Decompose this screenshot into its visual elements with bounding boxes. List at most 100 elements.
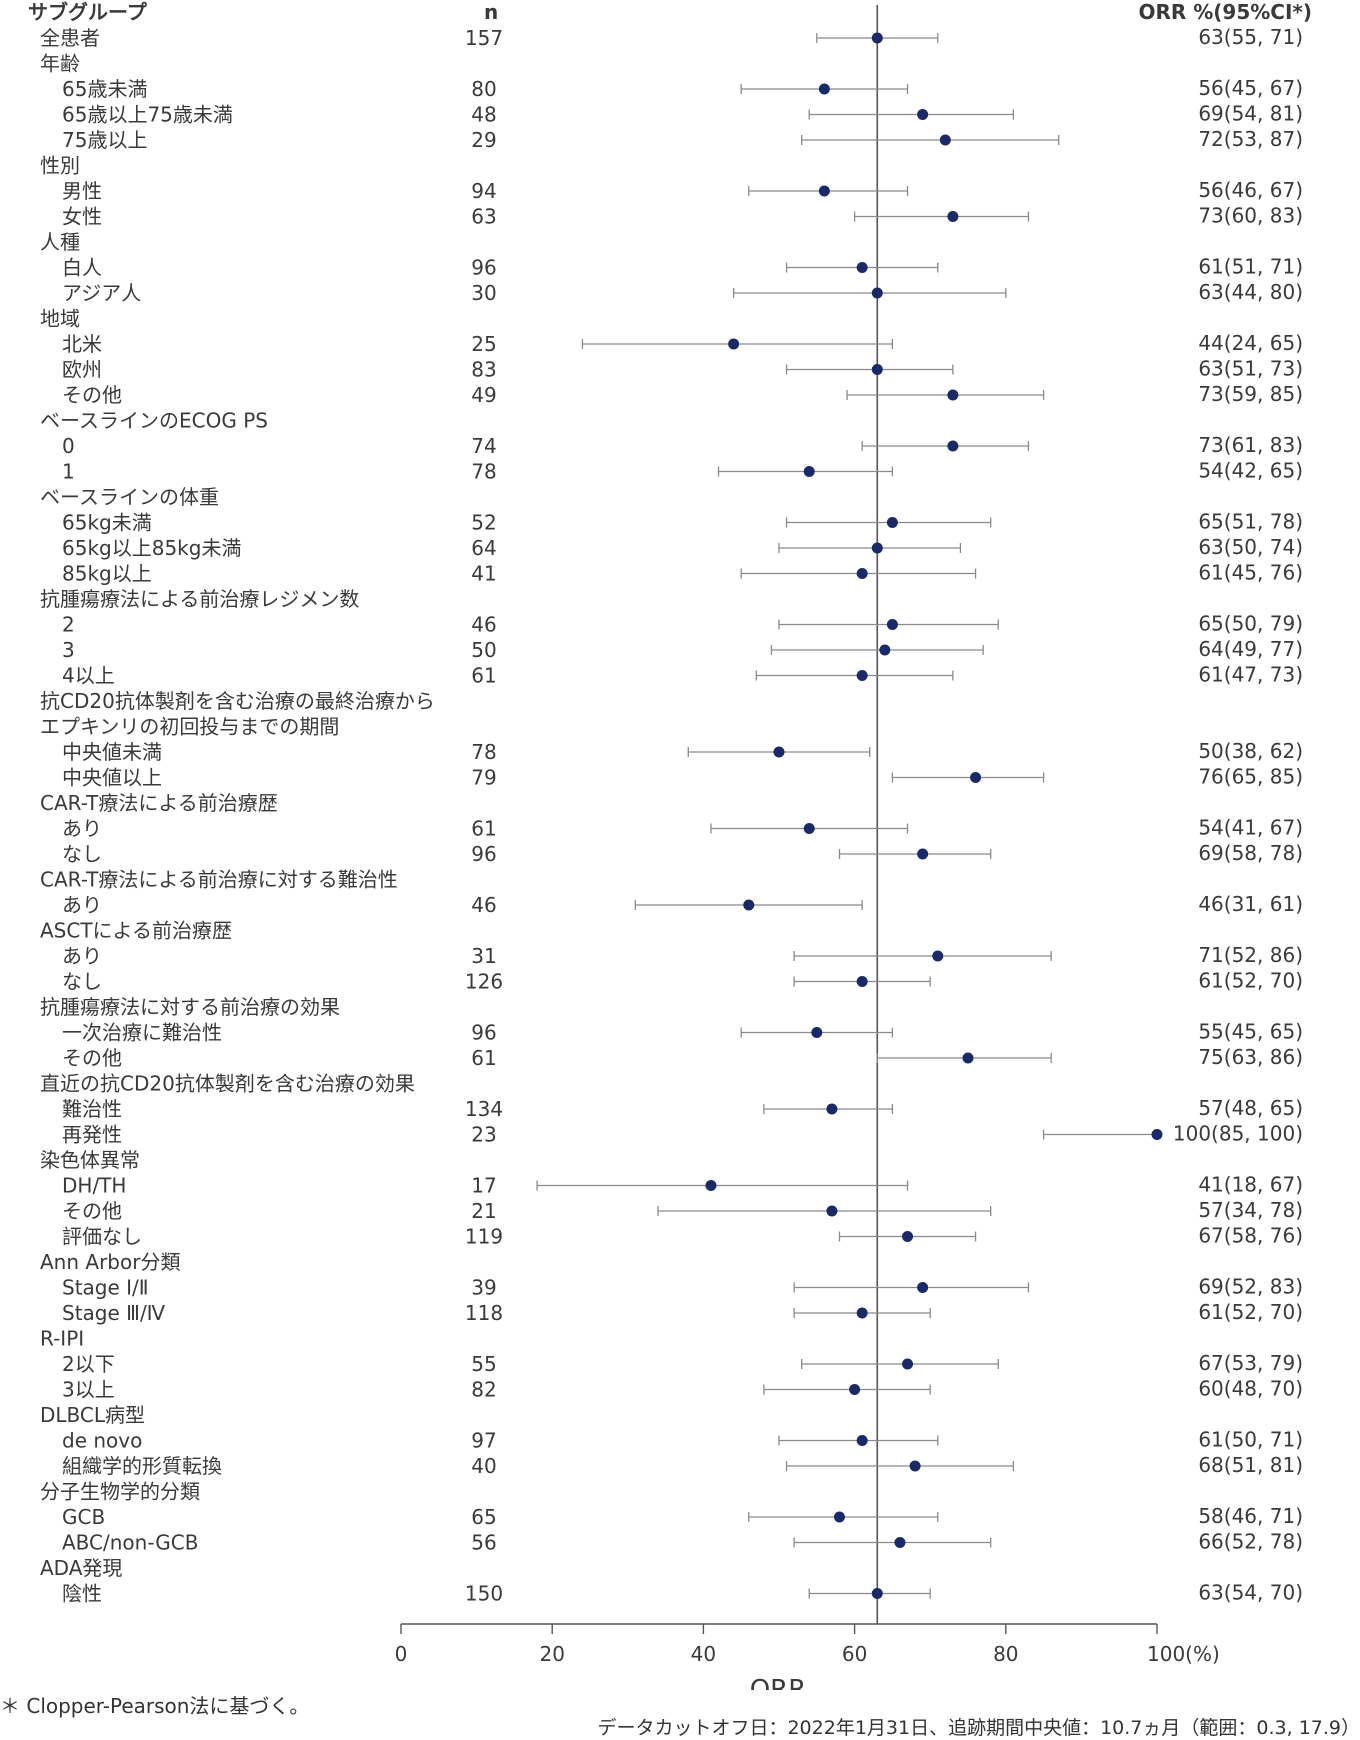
row-label: 4以上 xyxy=(62,664,115,688)
row-estimate: 54(41, 67) xyxy=(1198,816,1303,840)
row-n: 94 xyxy=(471,179,496,203)
row-estimate: 76(65, 85) xyxy=(1198,765,1303,789)
row-estimate: 100(85, 100) xyxy=(1173,1122,1303,1146)
header-subgroup: サブグループ xyxy=(28,0,148,24)
row-estimate: 72(53, 87) xyxy=(1198,127,1303,151)
row-label: GCB xyxy=(62,1505,105,1529)
header-estimate: ORR %(95%CI*) xyxy=(1138,0,1312,24)
row-estimate: 54(42, 65) xyxy=(1198,459,1303,483)
row-estimate: 61(52, 70) xyxy=(1198,1300,1303,1324)
orr-point xyxy=(826,1103,838,1115)
orr-point xyxy=(917,1282,929,1293)
orr-point xyxy=(856,976,868,987)
row-estimate: 57(34, 78) xyxy=(1198,1198,1303,1222)
row-n: 96 xyxy=(471,842,496,866)
orr-point xyxy=(879,644,891,656)
row-estimate: 60(48, 70) xyxy=(1198,1377,1303,1401)
row-estimate: 63(55, 71) xyxy=(1198,25,1303,49)
row-label: 評価なし xyxy=(62,1225,142,1249)
row-n: 48 xyxy=(471,103,496,127)
row-n: 61 xyxy=(471,664,496,688)
row-label: あり xyxy=(62,944,102,968)
row-estimate: 50(38, 62) xyxy=(1198,739,1303,763)
row-label: 65kg以上85kg未満 xyxy=(62,536,241,560)
row-label: 人種 xyxy=(40,230,80,254)
row-label: 65歳以上75歳未満 xyxy=(62,103,233,127)
orr-point xyxy=(871,32,883,44)
x-tick-label: 20 xyxy=(539,1642,564,1666)
row-n: 83 xyxy=(471,358,496,382)
x-tick-label: 100(%) xyxy=(1147,1642,1220,1666)
row-label: ABC/non-GCB xyxy=(62,1531,198,1555)
row-label: 75歳以上 xyxy=(62,128,147,152)
orr-point xyxy=(947,440,959,452)
orr-point xyxy=(856,1435,868,1446)
row-label: 65kg未満 xyxy=(62,511,152,535)
row-label: 0 xyxy=(62,434,75,458)
orr-point xyxy=(818,185,830,197)
row-n: 56 xyxy=(471,1531,496,1555)
row-label: 女性 xyxy=(62,205,102,229)
row-label: 欧州 xyxy=(62,358,102,382)
row-n: 61 xyxy=(471,1046,496,1070)
row-n: 78 xyxy=(471,740,496,764)
row-estimate: 61(51, 71) xyxy=(1198,255,1303,279)
row-label: 抗腫瘍療法による前治療レジメン数 xyxy=(40,587,359,611)
row-label: なし xyxy=(62,970,102,994)
orr-point xyxy=(856,1307,868,1319)
row-label: 分子生物学的分類 xyxy=(40,1480,200,1504)
row-label: その他 xyxy=(62,383,122,407)
row-estimate: 63(44, 80) xyxy=(1198,280,1303,304)
x-tick-label: 0 xyxy=(395,1642,408,1666)
orr-point xyxy=(856,670,868,681)
header-n: n xyxy=(484,0,498,24)
row-n: 82 xyxy=(471,1378,496,1402)
row-estimate: 66(52, 78) xyxy=(1198,1530,1303,1554)
row-label: Stage Ⅲ/Ⅳ xyxy=(62,1301,166,1325)
row-estimate: 69(54, 81) xyxy=(1198,102,1303,126)
row-label: 一次治療に難治性 xyxy=(62,1021,222,1045)
row-n: 96 xyxy=(471,1021,496,1045)
orr-point xyxy=(871,364,883,375)
row-n: 41 xyxy=(471,562,496,586)
x-tick-label: 60 xyxy=(842,1642,867,1666)
row-estimate: 73(61, 83) xyxy=(1198,433,1303,457)
row-n: 30 xyxy=(471,281,496,305)
row-label: 直近の抗CD20抗体製剤を含む治療の効果 xyxy=(40,1072,415,1096)
row-label: 2 xyxy=(62,613,75,637)
footnote: ＊ Clopper-Pearson法に基づく。 xyxy=(0,1694,310,1718)
row-n: 150 xyxy=(465,1582,503,1606)
row-label: 抗腫瘍療法に対する前治療の効果 xyxy=(40,995,340,1019)
row-label: 中央値以上 xyxy=(62,766,162,790)
row-label: 北米 xyxy=(62,332,102,356)
row-label: 再発性 xyxy=(62,1123,122,1147)
row-label: CAR-T療法による前治療歴 xyxy=(40,791,278,815)
row-label: ADA発現 xyxy=(40,1556,122,1580)
row-n: 119 xyxy=(465,1225,503,1249)
row-estimate: 61(52, 70) xyxy=(1198,969,1303,993)
row-label: DLBCL病型 xyxy=(40,1403,145,1427)
row-n: 126 xyxy=(465,970,503,994)
row-estimate: 56(46, 67) xyxy=(1198,178,1303,202)
row-estimate: 46(31, 61) xyxy=(1198,892,1303,916)
row-n: 50 xyxy=(471,638,496,662)
row-estimate: 58(46, 71) xyxy=(1198,1504,1303,1528)
row-n: 49 xyxy=(471,383,496,407)
row-label: 抗CD20抗体製剤を含む治療の最終治療から xyxy=(40,689,435,713)
row-n: 134 xyxy=(465,1097,503,1121)
row-estimate: 56(45, 67) xyxy=(1198,76,1303,100)
row-label: あり xyxy=(62,817,102,841)
x-tick-label: 80 xyxy=(993,1642,1018,1666)
orr-point xyxy=(894,1537,906,1548)
orr-point xyxy=(1151,1129,1163,1140)
row-estimate: 63(54, 70) xyxy=(1198,1581,1303,1605)
row-n: 46 xyxy=(471,613,496,637)
row-n: 118 xyxy=(465,1301,503,1325)
row-estimate: 71(52, 86) xyxy=(1198,943,1303,967)
orr-point xyxy=(803,823,815,834)
row-n: 157 xyxy=(465,26,503,50)
row-n: 96 xyxy=(471,256,496,280)
row-label: なし xyxy=(62,842,102,866)
orr-point xyxy=(728,338,740,350)
